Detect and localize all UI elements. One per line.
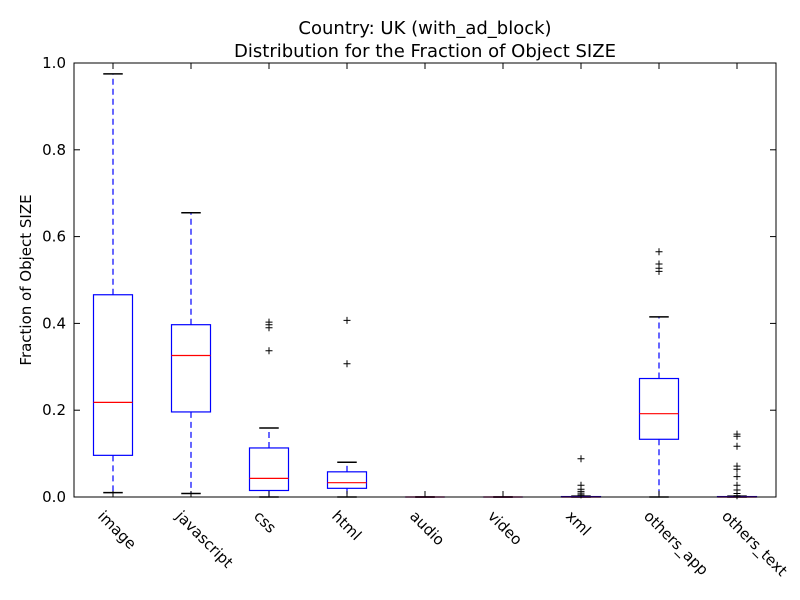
x-tick-label: image xyxy=(94,507,140,553)
box-others_text xyxy=(716,430,758,500)
y-tick-label: 0.8 xyxy=(42,141,66,159)
y-tick-label: 1.0 xyxy=(42,54,66,72)
flier-point xyxy=(733,462,741,470)
x-axis: image javascript css html audio video xml other… xyxy=(94,63,791,581)
box-html xyxy=(326,316,368,498)
x-tick-label: javascript xyxy=(171,506,236,571)
chart-title: Country: UK (with_ad_block) xyxy=(298,18,551,39)
plot-frame xyxy=(73,62,777,498)
x-tick-label: others_app xyxy=(639,507,711,579)
x-tick-label: video xyxy=(484,507,526,549)
plot-marks xyxy=(92,73,758,500)
box-css xyxy=(248,318,290,498)
flier-point xyxy=(343,316,351,324)
box-others_app xyxy=(638,248,680,498)
y-axis: 0.0 0.2 0.4 0.6 0.8 1.0 xyxy=(42,54,776,506)
x-tick-label: xml xyxy=(562,507,594,539)
flier-point xyxy=(733,430,741,438)
chart-subtitle: Distribution for the Fraction of Object … xyxy=(234,41,616,62)
x-tick-label: others_text xyxy=(717,507,791,581)
flier-point xyxy=(577,455,585,463)
y-tick-label: 0.2 xyxy=(42,401,66,419)
iqr-box xyxy=(170,324,212,413)
flier-point xyxy=(733,442,741,450)
iqr-box xyxy=(248,447,290,492)
x-tick-label: html xyxy=(328,507,365,544)
y-tick-label: 0.4 xyxy=(42,314,66,332)
flier-point xyxy=(733,473,741,481)
flier-point xyxy=(343,360,351,368)
x-tick-label: css xyxy=(250,507,280,537)
y-axis-label: Fraction of Object SIZE xyxy=(17,194,35,365)
y-tick-label: 0.6 xyxy=(42,228,66,246)
flier-point xyxy=(265,318,273,326)
box-javascript xyxy=(170,211,212,495)
x-tick-label: audio xyxy=(406,507,448,549)
iqr-box xyxy=(638,377,680,440)
y-tick-label: 0.0 xyxy=(42,488,66,506)
flier-point xyxy=(655,248,663,256)
flier-point xyxy=(733,481,741,489)
iqr-box xyxy=(326,471,368,489)
flier-point xyxy=(577,481,585,489)
flier-point xyxy=(265,347,273,355)
iqr-box xyxy=(92,294,134,456)
box-image xyxy=(92,73,134,494)
flier-point xyxy=(655,260,663,268)
